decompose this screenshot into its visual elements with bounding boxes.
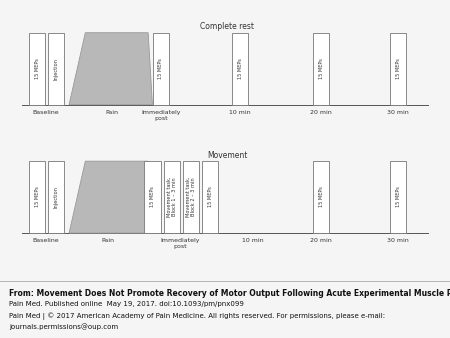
Bar <box>29 33 45 105</box>
Text: Baseline: Baseline <box>32 238 59 243</box>
Text: 30 min: 30 min <box>387 110 409 115</box>
Text: Injection: Injection <box>54 186 59 208</box>
Bar <box>48 33 64 105</box>
Bar <box>390 161 406 233</box>
Bar <box>202 161 218 233</box>
Text: 15 MEPs: 15 MEPs <box>319 58 324 79</box>
Text: Movement task,
Block 2 – 3 min: Movement task, Block 2 – 3 min <box>185 177 196 217</box>
Text: 30 min: 30 min <box>387 238 409 243</box>
Bar <box>232 33 248 105</box>
Bar <box>313 161 329 233</box>
Text: 15 MEPs: 15 MEPs <box>150 187 155 208</box>
Text: Movement task,
Block 1 – 3 min: Movement task, Block 1 – 3 min <box>166 177 177 217</box>
Text: Movement: Movement <box>207 151 248 160</box>
Bar <box>390 33 406 105</box>
Polygon shape <box>69 33 153 105</box>
Bar <box>144 161 161 233</box>
Text: Pain Med | © 2017 American Academy of Pain Medicine. All rights reserved. For pe: Pain Med | © 2017 American Academy of Pa… <box>9 312 385 320</box>
Bar <box>153 33 169 105</box>
Text: 15 MEPs: 15 MEPs <box>319 187 324 208</box>
Text: 10 min: 10 min <box>242 238 264 243</box>
Text: 15 MEPs: 15 MEPs <box>396 187 401 208</box>
Text: 15 MEPs: 15 MEPs <box>396 58 401 79</box>
Text: journals.permissions@oup.com: journals.permissions@oup.com <box>9 323 118 330</box>
Text: 15 MEPs: 15 MEPs <box>35 58 40 79</box>
Text: 20 min: 20 min <box>310 110 332 115</box>
Text: Pain: Pain <box>105 110 118 115</box>
Bar <box>313 33 329 105</box>
Text: Injection: Injection <box>54 58 59 80</box>
Bar <box>183 161 199 233</box>
Text: Immediately
post: Immediately post <box>161 238 200 249</box>
Bar <box>29 161 45 233</box>
Text: 15 MEPs: 15 MEPs <box>158 58 163 79</box>
Bar <box>48 161 64 233</box>
Text: Immediately
post: Immediately post <box>141 110 181 121</box>
Text: Complete rest: Complete rest <box>200 22 254 31</box>
Text: 15 MEPs: 15 MEPs <box>238 58 243 79</box>
Text: 15 MEPs: 15 MEPs <box>35 187 40 208</box>
Polygon shape <box>69 161 153 233</box>
Text: 15 MEPs: 15 MEPs <box>207 187 213 208</box>
Text: 10 min: 10 min <box>229 110 251 115</box>
Text: From: Movement Does Not Promote Recovery of Motor Output Following Acute Experim: From: Movement Does Not Promote Recovery… <box>9 289 450 298</box>
Bar <box>163 161 180 233</box>
Text: Baseline: Baseline <box>32 110 59 115</box>
Text: Pain Med. Published online  May 19, 2017. doi:10.1093/pm/pnx099: Pain Med. Published online May 19, 2017.… <box>9 301 244 307</box>
Text: Pain: Pain <box>101 238 114 243</box>
Text: 20 min: 20 min <box>310 238 332 243</box>
